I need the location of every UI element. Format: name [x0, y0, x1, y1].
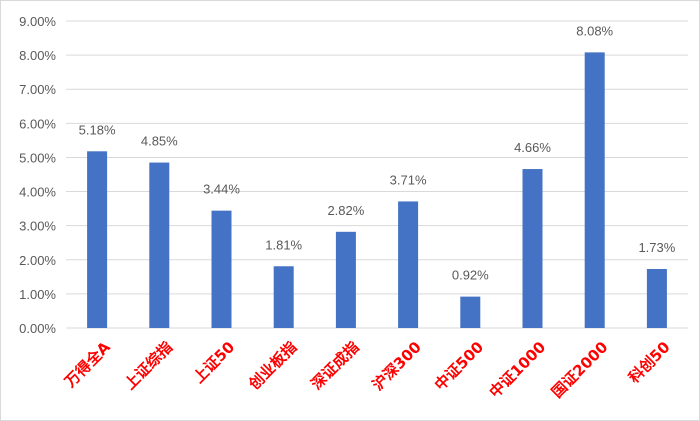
bar [646, 268, 667, 328]
y-tick-label: 4.00% [19, 185, 56, 200]
data-label: 1.81% [265, 237, 302, 252]
y-tick-label: 6.00% [19, 116, 56, 131]
y-tick-label: 8.00% [19, 48, 56, 63]
x-tick-label: 中证500 [431, 338, 487, 394]
bar [87, 151, 108, 328]
data-label: 8.08% [576, 23, 613, 38]
x-axis-tick-labels: 万得全A 上证综指 上证50 创业板指 深证成指 沪深300 中证500中证1000国证20… [60, 338, 673, 402]
data-label: 3.44% [203, 182, 240, 197]
x-tick-label: 深证成指 [307, 338, 362, 393]
x-tick-label: 创业板指 [245, 338, 301, 394]
bar [460, 296, 481, 328]
y-tick-label: 7.00% [19, 82, 56, 97]
data-label: 3.71% [390, 172, 427, 187]
bar [522, 169, 543, 328]
data-label: 4.66% [514, 140, 551, 155]
bar [584, 52, 605, 328]
data-labels: 5.18% 4.85% 3.44% 1.81% 2.82% 3.71% 0.92% 4.66%… [79, 23, 676, 282]
y-tick-label: 0.00% [19, 321, 56, 336]
data-label: 1.73% [638, 240, 675, 255]
bar [149, 162, 170, 328]
y-tick-label: 1.00% [19, 287, 56, 302]
bar [273, 266, 294, 328]
y-axis-tick-labels: 0.00% 1.00% 2.00% 3.00% 4.00% 5.00% 6.00% 7.00%… [19, 14, 56, 336]
x-tick-label: 沪深300 [369, 338, 425, 394]
data-label: 4.85% [141, 134, 178, 149]
y-tick-label: 3.00% [19, 219, 56, 234]
x-tick-label: 中证1000 [486, 338, 549, 401]
y-tick-label: 2.00% [19, 253, 56, 268]
x-tick-label: 国证2000 [548, 338, 611, 401]
bars [87, 52, 667, 328]
gridlines [66, 20, 688, 329]
data-label: 2.82% [327, 203, 364, 218]
bar [398, 201, 419, 328]
x-tick-label: 科创50 [625, 338, 674, 387]
y-tick-label: 9.00% [19, 14, 56, 29]
bar [211, 210, 232, 328]
x-tick-label: 万得全A [60, 338, 114, 392]
y-tick-label: 5.00% [19, 150, 56, 165]
data-label: 0.92% [452, 268, 489, 283]
data-label: 5.18% [79, 122, 116, 137]
x-tick-label: 上证50 [190, 338, 239, 387]
bar [335, 231, 356, 328]
x-tick-label: 上证综指 [121, 338, 176, 393]
